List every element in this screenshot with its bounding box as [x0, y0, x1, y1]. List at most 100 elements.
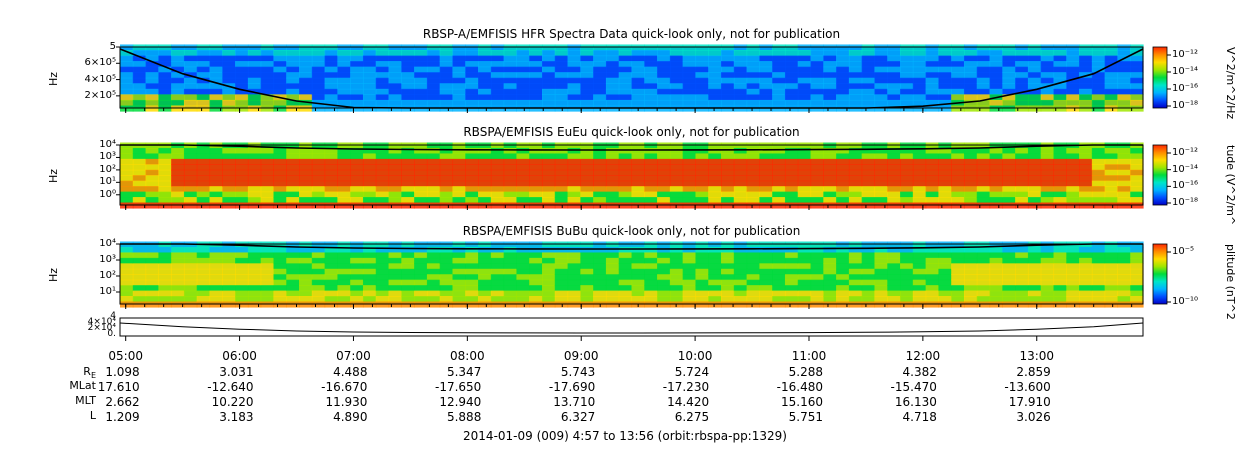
panel-3-cell [1091, 252, 1106, 259]
panel-2-cell [439, 169, 454, 176]
panel-2-cell [605, 175, 620, 182]
panel-2-cell [171, 191, 185, 198]
panel-2-cell [375, 169, 390, 176]
panel-2-colorbar-tick-label: 10⁻¹⁸ [1172, 197, 1199, 208]
panel-2-cell [120, 180, 134, 187]
panel-1-cell [593, 99, 607, 107]
panel-3-cell [912, 274, 927, 281]
panel-3-cell [695, 279, 709, 286]
panel-2-cell [733, 169, 748, 176]
panel-1-cell [784, 61, 799, 68]
ephemeris-value: 6.275 [674, 410, 710, 424]
panel-1-cell [439, 66, 454, 73]
panel-3-cell [209, 296, 223, 303]
panel-1-cell [721, 83, 735, 90]
panel-1-cell [823, 50, 837, 57]
panel-1-cell [1040, 77, 1055, 84]
panel-3-cell [273, 257, 287, 264]
panel-2-cell [772, 191, 786, 198]
panel-2-cell [1117, 147, 1131, 154]
panel-1-ytick-label: 6×10⁵ [84, 57, 116, 69]
panel-2-cell [797, 142, 812, 149]
panel-3-cell [1040, 274, 1055, 281]
panel-1-cell [273, 44, 287, 51]
panel-1-cell [1002, 105, 1016, 112]
panel-3-cell [900, 279, 914, 286]
panel-2-cell [669, 164, 684, 171]
panel-3-cell [260, 296, 275, 303]
panel-3-cell [772, 301, 786, 308]
panel-1-cell [362, 55, 377, 62]
panel-2-cell [1040, 169, 1055, 176]
panel-3-cell [1027, 257, 1042, 264]
panel-2-cell [989, 175, 1003, 182]
panel-1-cell [989, 55, 1003, 62]
panel-1-cell [976, 94, 991, 101]
panel-2-cell [490, 164, 505, 171]
panel-3-cell [976, 241, 991, 248]
panel-1-cell [759, 83, 773, 90]
panel-1-cell [120, 77, 134, 84]
panel-2-cell [912, 164, 927, 171]
panel-3-cell [1079, 301, 1093, 308]
panel-3-cell [951, 301, 965, 308]
panel-2-cell [145, 164, 159, 171]
panel-3-cell [439, 290, 454, 297]
panel-2-cell [874, 191, 888, 198]
panel-3-cell [414, 252, 428, 259]
panel-3-cell [593, 268, 607, 275]
panel-1-cell [362, 94, 377, 101]
panel-3-cell [861, 257, 876, 264]
ephemeris-value: 12.940 [439, 395, 482, 409]
panel-1-cell [1066, 55, 1080, 62]
panel-2-cell [836, 186, 850, 193]
panel-3-cell [797, 285, 812, 292]
panel-3-cell [260, 257, 275, 264]
panel-1-cell [963, 77, 978, 84]
panel-3-cell [938, 246, 952, 253]
panel-2-cell [209, 191, 223, 198]
panel-2-cell [938, 197, 952, 204]
panel-3-cell [145, 274, 159, 281]
panel-1-cell [401, 55, 415, 62]
panel-2-cell [644, 191, 658, 198]
panel-2-cell [1053, 153, 1067, 160]
panel-1-cell [1066, 105, 1080, 112]
panel-3-cell [299, 263, 313, 270]
panel-3-cell [682, 241, 697, 248]
panel-1-cell [746, 83, 760, 90]
panel-2-cell [516, 169, 530, 176]
panel-3-cell [810, 263, 824, 270]
panel-1-cell [478, 88, 492, 95]
panel-3-cell [286, 263, 300, 270]
panel-2-cell [823, 197, 837, 204]
panel-3-cell [1027, 252, 1042, 259]
panel-1-cell [554, 72, 569, 79]
panel-1-cell [452, 55, 466, 62]
panel-1-cell [324, 88, 338, 95]
panel-1-cell [567, 94, 581, 101]
panel-1-cell [1117, 44, 1131, 51]
ephemeris-value: -17.650 [435, 380, 482, 394]
panel-3-cell [900, 257, 914, 264]
panel-1-cell [1117, 105, 1131, 112]
panel-3-cell [1027, 290, 1042, 297]
panel-3-cell [554, 279, 569, 286]
panel-1-cell [989, 99, 1003, 107]
ephemeris-value: 1.209 [105, 410, 140, 424]
panel-1-cell [951, 55, 965, 62]
panel-3-cell [810, 279, 824, 286]
panel-3-cell [618, 263, 633, 270]
panel-2-cell [286, 147, 300, 154]
panel-2-cell [925, 142, 939, 149]
panel-1-cell [1104, 77, 1119, 84]
panel-2-cell [836, 202, 850, 209]
panel-1-cell [874, 44, 888, 51]
panel-1-cell [567, 77, 581, 84]
panel-3-colorbar-tick-label: 10⁻⁵ [1172, 246, 1195, 257]
panel-1-cell [1053, 55, 1067, 62]
panel-2-cell [490, 186, 505, 193]
panel-2-cell [260, 197, 275, 204]
panel-2-cell [989, 169, 1003, 176]
panel-3-cell [733, 263, 748, 270]
